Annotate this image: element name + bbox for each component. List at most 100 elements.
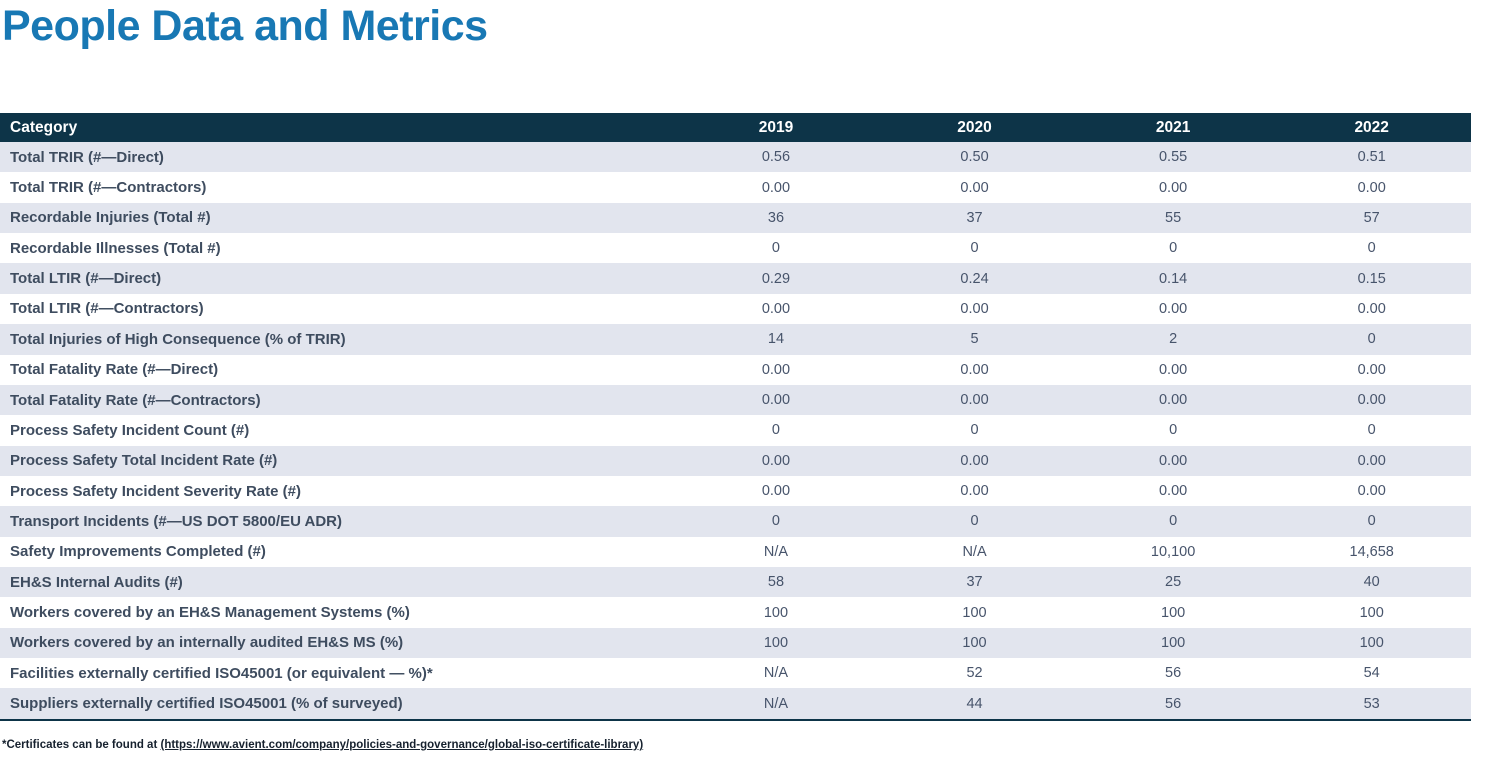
table-row: Suppliers externally certified ISO45001 …: [0, 688, 1471, 719]
table-row: Total TRIR (#—Contractors) 0.00 0.00 0.0…: [0, 172, 1471, 203]
table-row: Facilities externally certified ISO45001…: [0, 658, 1471, 689]
column-header-2022: 2022: [1354, 118, 1389, 136]
row-category-label: Total Injuries of High Consequence (% of…: [10, 330, 346, 348]
row-category-label: Facilities externally certified ISO45001…: [10, 664, 433, 682]
column-header-2019: 2019: [758, 118, 794, 136]
cell-2022: 100: [1359, 604, 1384, 621]
table-row: Transport Incidents (#—US DOT 5800/EU AD…: [0, 506, 1471, 537]
people-metrics-table: Category 2019 2020 2021 2022 Total TRIR …: [0, 113, 1471, 721]
table-row: Total Injuries of High Consequence (% of…: [0, 324, 1471, 355]
row-category-label: Recordable Injuries (Total #): [10, 209, 211, 227]
cell-2019: 58: [767, 574, 785, 591]
table-row: Recordable Illnesses (Total #) 0 0 0 0: [0, 233, 1471, 264]
cell-2019: 0.29: [761, 270, 791, 287]
column-header-2021: 2021: [1155, 118, 1191, 136]
table-row: Process Safety Incident Count (#) 0 0 0 …: [0, 415, 1471, 446]
cell-2019: 0: [771, 422, 780, 439]
cell-2022: 100: [1359, 634, 1384, 651]
cell-2020: 0.00: [960, 361, 989, 378]
cell-2021: 0.55: [1158, 149, 1188, 166]
cell-2021: 55: [1165, 209, 1182, 226]
cell-2022: 0.15: [1357, 270, 1386, 287]
row-category-label: Total Fatality Rate (#—Direct): [10, 361, 219, 379]
cell-2019: 0: [771, 240, 780, 257]
table-row: EH&S Internal Audits (#) 58 37 25 40: [0, 567, 1471, 598]
cell-2020: 44: [966, 695, 983, 712]
row-category-label: EH&S Internal Audits (#): [10, 573, 183, 591]
cell-2020: 37: [966, 209, 983, 226]
cell-2022: 0: [1367, 513, 1376, 530]
row-category-label: Total LTIR (#—Direct): [10, 270, 162, 288]
cell-2020: 0.24: [960, 270, 989, 287]
row-category-label: Workers covered by an EH&S Management Sy…: [10, 604, 410, 622]
row-category-label: Workers covered by an internally audited…: [10, 634, 404, 652]
cell-2021: 10,100: [1150, 543, 1196, 560]
cell-2019: 0.00: [761, 452, 791, 469]
cell-2020: 0.00: [960, 300, 989, 317]
table-body: Total TRIR (#—Direct) 0.56 0.50 0.55 0.5…: [0, 142, 1471, 719]
cell-2021: 0: [1169, 240, 1178, 257]
cell-2021: 100: [1161, 634, 1186, 651]
table-row: Recordable Injuries (Total #) 36 37 55 5…: [0, 202, 1471, 234]
cell-2022: 0.00: [1357, 361, 1386, 378]
table-row: Process Safety Incident Severity Rate (#…: [0, 475, 1471, 507]
row-category-label: Recordable Illnesses (Total #): [10, 239, 221, 257]
cell-2019: 0.00: [761, 483, 791, 500]
row-category-label: Safety Improvements Completed (#): [10, 543, 266, 561]
cell-2020: 0.00: [960, 392, 989, 409]
cell-2020: N/A: [962, 543, 987, 560]
cell-2019: 0.00: [761, 179, 791, 196]
cell-2022: 0.00: [1357, 179, 1386, 196]
cell-2020: 100: [962, 634, 987, 651]
cell-2021: 100: [1161, 604, 1186, 621]
page-title: People Data and Metrics: [2, 2, 488, 50]
cell-2019: 0.00: [761, 361, 791, 378]
cell-2021: 56: [1165, 665, 1182, 682]
cell-2020: 0: [970, 422, 979, 439]
cell-2022: 0.00: [1357, 392, 1386, 409]
cell-2019: 0.56: [761, 149, 791, 166]
cell-2022: 57: [1363, 209, 1380, 226]
row-category-label: Total TRIR (#—Direct): [10, 148, 164, 166]
cell-2020: 100: [962, 604, 987, 621]
cell-2020: 0.00: [960, 452, 989, 469]
cell-2020: 0: [970, 240, 979, 257]
cell-2020: 5: [970, 331, 979, 348]
row-category-label: Total LTIR (#—Contractors): [10, 300, 204, 318]
cell-2020: 0.50: [960, 149, 989, 166]
row-category-label: Suppliers externally certified ISO45001 …: [10, 695, 403, 713]
cell-2022: 40: [1363, 574, 1380, 591]
certificate-library-link[interactable]: (https://www.avient.com/company/policies…: [160, 739, 644, 751]
cell-2022: 0: [1367, 240, 1376, 257]
row-category-label: Process Safety Incident Count (#): [10, 421, 250, 439]
table-row: Total LTIR (#—Contractors) 0.00 0.00 0.0…: [0, 293, 1471, 325]
table-row: Process Safety Total Incident Rate (#) 0…: [0, 445, 1471, 476]
cell-2020: 52: [966, 665, 983, 682]
table-row: Workers covered by an EH&S Management Sy…: [0, 597, 1471, 628]
cell-2019: 36: [767, 209, 785, 226]
cell-2020: 0.00: [960, 483, 989, 500]
footnote: *Certificates can be found at (https://w…: [2, 739, 643, 751]
cell-2021: 0.00: [1158, 483, 1188, 500]
cell-2022: 0: [1367, 422, 1376, 439]
cell-2021: 0.14: [1158, 270, 1188, 287]
cell-2021: 0.00: [1158, 361, 1188, 378]
cell-2021: 25: [1165, 574, 1182, 591]
cell-2022: 0.00: [1357, 300, 1386, 317]
cell-2021: 2: [1169, 331, 1178, 348]
cell-2019: 100: [763, 634, 789, 651]
row-category-label: Process Safety Incident Severity Rate (#…: [10, 482, 301, 500]
table-row: Workers covered by an internally audited…: [0, 627, 1471, 659]
table-row: Total TRIR (#—Direct) 0.56 0.50 0.55 0.5…: [0, 142, 1471, 173]
cell-2022: 0.00: [1357, 452, 1386, 469]
cell-2019: N/A: [763, 665, 789, 682]
cell-2019: 0.00: [761, 300, 791, 317]
row-category-label: Total Fatality Rate (#—Contractors): [10, 391, 261, 409]
cell-2021: 0.00: [1158, 452, 1188, 469]
table-row: Safety Improvements Completed (#) N/A N/…: [0, 536, 1471, 568]
cell-2022: 0.00: [1357, 483, 1386, 500]
cell-2019: 0: [771, 513, 780, 530]
cell-2021: 0: [1169, 422, 1178, 439]
cell-2021: 0.00: [1158, 179, 1188, 196]
column-header-category: Category: [10, 118, 78, 136]
